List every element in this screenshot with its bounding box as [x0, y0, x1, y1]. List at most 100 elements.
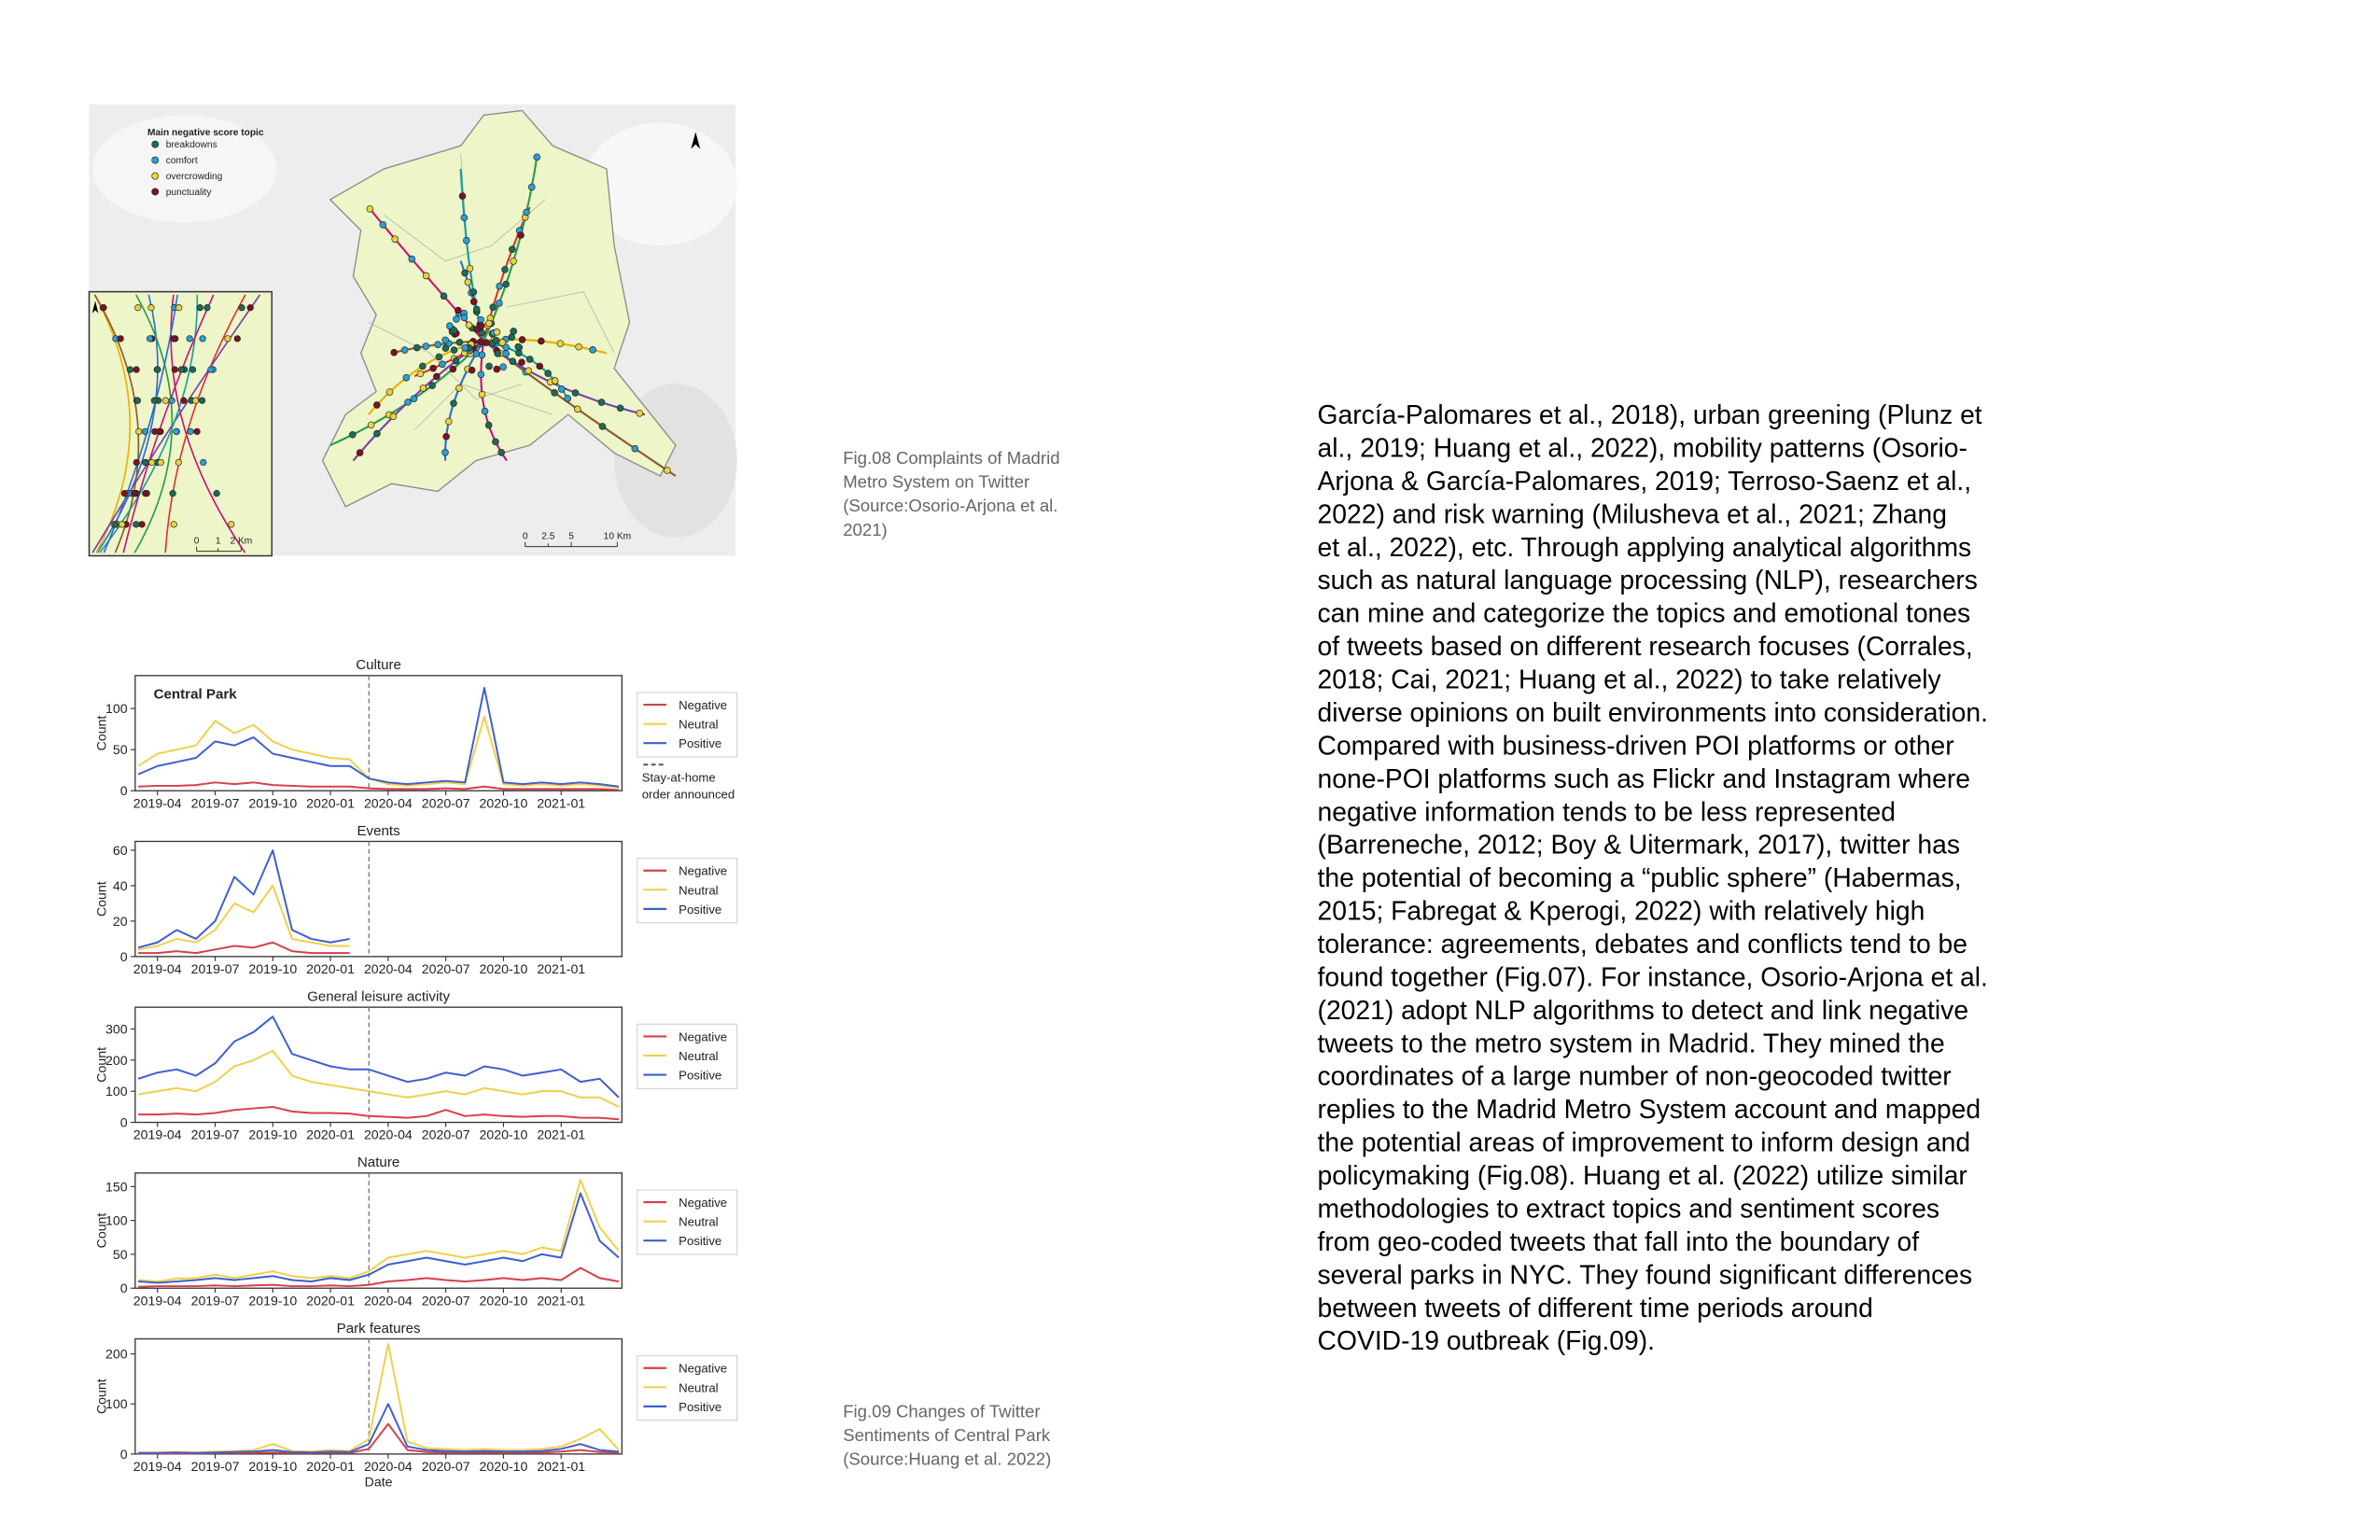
map-point	[517, 231, 525, 239]
legend-label: Positive	[679, 1234, 721, 1248]
plot-area	[134, 1006, 623, 1124]
series-line	[138, 1267, 620, 1288]
x-tick-label: 2020-04	[364, 961, 413, 976]
inset-point	[134, 304, 142, 312]
map-point	[379, 221, 387, 229]
y-axis-label: Count	[94, 1213, 109, 1249]
x-tick-label: 2019-10	[248, 1293, 297, 1308]
caption-line: Fig.08 Complaints of Madrid	[843, 448, 1059, 468]
scale-label: 10 Km	[604, 531, 631, 541]
map-point	[514, 343, 522, 351]
inset-point	[191, 397, 200, 404]
map-point	[636, 409, 644, 417]
body-line: diverse opinions on built environments i…	[1318, 697, 1988, 727]
body-line: tweets to the metro system in Madrid. Th…	[1318, 1028, 1945, 1057]
legend-label: breakdowns	[166, 140, 217, 150]
inset-point	[199, 335, 206, 343]
inset-point	[224, 335, 231, 343]
x-tick-label: 2019-10	[248, 1127, 297, 1142]
legend-dot	[151, 140, 160, 148]
body-line: such as natural language processing (NLP…	[1318, 565, 1978, 595]
legend-label: Negative	[679, 1029, 727, 1043]
inset-point	[150, 397, 158, 404]
map-point	[455, 385, 463, 392]
map-point	[484, 421, 493, 429]
map-point	[419, 385, 427, 392]
body-line: 2022) and risk warning (Milusheva et al.…	[1318, 498, 1947, 528]
inset-point	[196, 304, 203, 312]
y-tick-label: 200	[105, 1053, 128, 1068]
body-line: methodologies to extract topics and sent…	[1318, 1193, 1940, 1223]
inset-point	[233, 335, 241, 343]
body-line: several parks in NYC. They found signifi…	[1318, 1259, 1973, 1289]
inset-point	[133, 458, 140, 467]
panel-title: Events	[357, 823, 400, 839]
map-point	[598, 423, 607, 430]
x-tick-label: 2020-10	[480, 1459, 528, 1474]
map-point	[536, 362, 544, 371]
legend-dot	[151, 156, 160, 164]
inset-point	[157, 458, 164, 467]
x-tick-label: 2020-10	[480, 1127, 528, 1142]
map-point	[455, 339, 464, 346]
map-point	[575, 343, 582, 351]
panel-note: Central Park	[154, 687, 238, 703]
series-line	[138, 1179, 620, 1282]
x-tick-label: 2020-07	[422, 1127, 470, 1142]
legend-label: Stay-at-home	[642, 770, 716, 784]
y-axis-label: Count	[94, 881, 109, 917]
body-line: between tweets of different time periods…	[1318, 1293, 1873, 1323]
x-tick-label: 2019-07	[191, 795, 240, 810]
map-point	[461, 344, 469, 352]
body-line: Compared with business-driven POI platfo…	[1318, 730, 1954, 760]
x-tick-label: 2020-04	[364, 1127, 413, 1142]
map-point	[494, 350, 501, 357]
inset-point	[135, 427, 143, 435]
body-line: replies to the Madrid Metro System accou…	[1318, 1094, 1981, 1124]
x-tick-label: 2021-01	[537, 1127, 585, 1142]
map-point	[429, 364, 437, 372]
map-point	[469, 298, 478, 305]
inset-point	[173, 427, 180, 435]
body-line: tolerance: agreements, debates and confl…	[1318, 929, 1967, 959]
map-point	[527, 183, 536, 191]
x-tick-label: 2021-01	[537, 961, 585, 976]
legend-label: Positive	[679, 1400, 721, 1414]
inset-point	[147, 304, 155, 312]
map-point	[533, 153, 541, 161]
panel-title: Park features	[337, 1321, 421, 1337]
x-tick-label: 2020-01	[306, 795, 355, 810]
map-point	[518, 358, 525, 366]
series-line	[138, 1105, 620, 1121]
map-point	[502, 280, 510, 288]
map-point	[496, 282, 503, 290]
x-tick-label: 2019-07	[191, 1459, 240, 1474]
inset-point	[246, 304, 254, 312]
legend-label: Negative	[679, 698, 727, 712]
map-point	[518, 336, 526, 343]
legend-label: Positive	[679, 903, 721, 917]
inset-point	[207, 366, 215, 373]
map-point	[481, 407, 489, 415]
legend-label: punctuality	[166, 188, 213, 198]
y-axis-label: Count	[94, 1379, 109, 1414]
map-point	[440, 292, 448, 300]
body-line: the potential of becoming a “public sphe…	[1318, 862, 1962, 892]
inset-point	[117, 335, 124, 343]
inset-point	[175, 304, 183, 312]
body-line: COVID-19 outbreak (Fig.09).	[1318, 1325, 1656, 1355]
body-line: Arjona & García-Palomares, 2019; Terroso…	[1318, 466, 1972, 496]
series-line	[138, 1342, 620, 1454]
map-point	[485, 362, 493, 371]
legend-label: Negative	[679, 1362, 727, 1376]
map-point	[509, 357, 517, 365]
legend-label: Neutral	[679, 1215, 718, 1229]
x-tick-label: 2019-10	[248, 1459, 297, 1474]
map-point	[441, 344, 450, 352]
north-arrow	[691, 132, 701, 149]
series-line	[137, 849, 350, 949]
scale-label: 1	[216, 536, 221, 546]
map-point	[373, 429, 381, 438]
map-point	[450, 399, 457, 407]
